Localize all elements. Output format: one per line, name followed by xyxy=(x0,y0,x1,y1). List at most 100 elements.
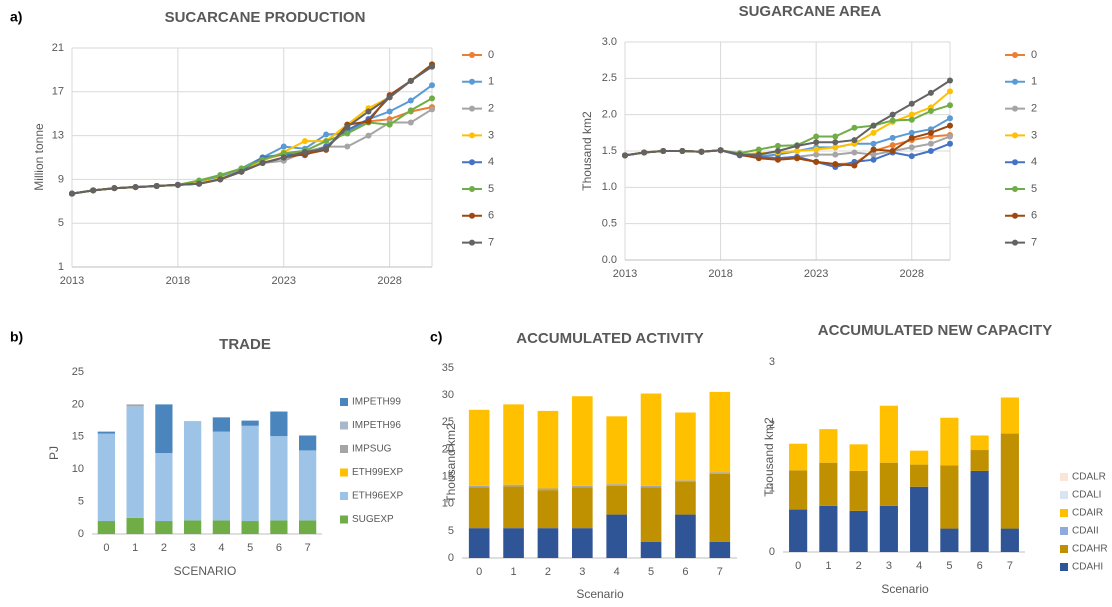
point xyxy=(698,148,705,155)
bar-segment xyxy=(299,450,317,521)
point xyxy=(947,115,953,122)
bar-segment xyxy=(468,485,490,488)
x-tick-label: 5 xyxy=(946,560,952,572)
legend-marker xyxy=(469,159,475,166)
point xyxy=(794,155,801,162)
y-tick-label: 0.5 xyxy=(602,218,617,230)
bar-segment xyxy=(606,484,627,486)
point xyxy=(927,140,934,147)
bar-segment xyxy=(503,404,524,485)
legend-marker xyxy=(1012,52,1018,58)
series-line xyxy=(71,65,433,195)
y-tick-label: 10 xyxy=(72,463,84,475)
bar-segment xyxy=(184,520,202,534)
bar-segment xyxy=(640,487,662,542)
point xyxy=(908,129,915,136)
point xyxy=(870,122,877,129)
legend-marker xyxy=(1012,78,1018,85)
y-tick-label: 35 xyxy=(442,362,454,374)
point xyxy=(927,108,934,115)
x-tick-label: 2023 xyxy=(272,275,296,287)
legend-swatch xyxy=(340,468,348,477)
bar-segment xyxy=(640,485,662,488)
x-axis-label: SCENARIO xyxy=(174,564,237,578)
series-line xyxy=(624,142,951,169)
x-tick-label: 1 xyxy=(825,560,831,572)
bar-segment xyxy=(789,470,808,510)
y-tick-label: 9 xyxy=(58,173,64,185)
legend-label: 6 xyxy=(488,210,494,222)
x-tick-label: 2 xyxy=(545,566,551,578)
y-tick-label: 15 xyxy=(442,470,454,482)
bar-segment xyxy=(940,417,959,466)
point xyxy=(947,133,953,140)
legend-swatch xyxy=(1060,491,1068,499)
point xyxy=(622,152,628,159)
point xyxy=(794,148,801,154)
x-tick-label: 4 xyxy=(218,542,224,554)
bar-segment xyxy=(241,521,259,534)
bar-segment xyxy=(1000,397,1019,434)
x-axis-label: Scenario xyxy=(576,587,624,601)
legend-label: 0 xyxy=(488,49,494,61)
point xyxy=(238,168,245,175)
chart-title: ACCUMULATED NEW CAPACITY xyxy=(818,322,1052,339)
x-tick-label: 0 xyxy=(476,566,482,578)
series-line xyxy=(71,106,433,195)
legend-label: SUGEXP xyxy=(352,514,394,525)
bar-segment xyxy=(849,444,868,471)
legend-label: CDAIR xyxy=(1072,508,1103,519)
point xyxy=(323,145,330,152)
point xyxy=(908,153,915,160)
bar-segment xyxy=(640,393,662,486)
bar-segment xyxy=(468,528,490,558)
legend-label: CDALR xyxy=(1072,472,1106,483)
bar-segment xyxy=(572,528,593,558)
y-tick-label: 17 xyxy=(52,86,64,98)
bar-segment xyxy=(709,472,731,474)
x-tick-label: 5 xyxy=(247,542,253,554)
point xyxy=(365,132,372,139)
bar-segment xyxy=(849,470,868,511)
bar-segment xyxy=(970,470,989,552)
bar-segment xyxy=(299,520,317,534)
y-tick-label: 0 xyxy=(448,552,454,564)
legend-swatch xyxy=(1060,527,1068,535)
bar-segment xyxy=(155,453,173,522)
x-tick-label: 2 xyxy=(161,542,167,554)
point xyxy=(323,138,330,145)
legend-marker xyxy=(1012,105,1018,112)
bar-segment xyxy=(270,436,288,521)
y-tick-label: 3.0 xyxy=(602,36,617,48)
bar-segment xyxy=(910,486,929,552)
point xyxy=(196,180,203,187)
bar-segment xyxy=(606,485,627,515)
point xyxy=(908,144,915,151)
point xyxy=(908,111,915,118)
x-tick-label: 6 xyxy=(682,566,688,578)
point xyxy=(280,143,287,150)
y-tick-label: 5 xyxy=(448,525,454,537)
x-tick-label: 2028 xyxy=(900,268,924,280)
y-tick-label: 2 xyxy=(769,419,775,431)
point xyxy=(717,147,724,154)
point xyxy=(927,129,934,136)
bar-segment xyxy=(640,541,662,558)
bar-segment xyxy=(606,514,627,558)
x-tick-label: 7 xyxy=(305,542,311,554)
bar-segment xyxy=(675,514,696,558)
point xyxy=(407,107,414,114)
point xyxy=(407,119,414,126)
point xyxy=(851,162,858,169)
x-tick-label: 6 xyxy=(977,560,983,572)
bar-segment xyxy=(819,429,838,463)
x-tick-label: 1 xyxy=(132,542,138,554)
y-tick-label: 30 xyxy=(442,389,454,401)
y-tick-label: 5 xyxy=(78,496,84,508)
point xyxy=(813,146,820,153)
legend-label: 0 xyxy=(1031,49,1037,61)
x-tick-label: 0 xyxy=(795,560,801,572)
legend-label: ETH96EXP xyxy=(352,491,403,502)
y-tick-label: 20 xyxy=(72,398,84,410)
point xyxy=(832,161,839,168)
